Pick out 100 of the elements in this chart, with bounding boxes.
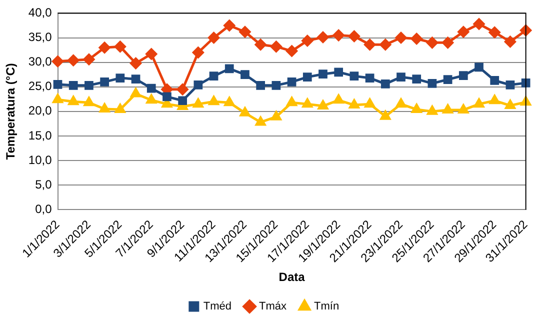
point (458, 104, 469, 114)
point (68, 54, 80, 66)
point (84, 80, 94, 90)
point (412, 74, 422, 84)
point (302, 72, 312, 82)
point (443, 75, 452, 84)
point (271, 111, 282, 120)
point (162, 92, 172, 102)
point (224, 64, 234, 74)
point (458, 26, 470, 38)
point (286, 45, 298, 57)
point (333, 94, 344, 104)
point (194, 80, 203, 90)
point (256, 80, 266, 90)
point (442, 36, 454, 48)
y-tick-label: 30,0 (28, 54, 52, 69)
point (286, 96, 297, 106)
point (426, 36, 438, 48)
point (442, 104, 453, 114)
point (114, 40, 126, 52)
point (427, 106, 438, 115)
legend-label: Tmín (314, 300, 340, 313)
point (349, 99, 360, 109)
point (318, 70, 328, 79)
point (178, 96, 188, 106)
point (53, 80, 62, 89)
point (208, 96, 219, 106)
point (474, 62, 484, 72)
point (254, 38, 266, 50)
point (396, 98, 406, 108)
point (318, 100, 328, 110)
point (334, 68, 344, 77)
point (490, 76, 500, 85)
legend-label: Tméd (203, 300, 232, 313)
point (411, 104, 422, 113)
point (380, 110, 391, 120)
y-tick-label: 35,0 (28, 30, 52, 44)
point (270, 40, 282, 52)
point (68, 80, 78, 90)
point (240, 107, 250, 116)
point (474, 98, 484, 108)
point (193, 98, 204, 108)
point (116, 74, 125, 82)
point (302, 98, 313, 108)
point (504, 36, 516, 48)
point (317, 32, 329, 44)
y-tick-label: 40,0 (28, 6, 52, 20)
y-tick-label: 5,0 (35, 177, 52, 192)
point (146, 84, 156, 93)
point (52, 56, 64, 68)
point (489, 94, 500, 104)
x-axis-title: Data (278, 270, 306, 284)
point (255, 116, 266, 126)
y-tick-label: 10,0 (28, 152, 52, 167)
point (395, 32, 407, 44)
y-tick-label: 15,0 (28, 128, 52, 142)
point (208, 32, 220, 44)
point (364, 98, 375, 108)
point (68, 96, 79, 106)
point (428, 79, 437, 88)
legend-label: Tmáx (259, 300, 288, 313)
point (192, 46, 204, 58)
point (350, 72, 359, 80)
point (224, 20, 236, 32)
point (130, 88, 141, 98)
point (240, 70, 250, 80)
point (146, 48, 158, 60)
point (488, 26, 500, 38)
point (130, 58, 142, 70)
y-tick-label: 0,0 (35, 202, 52, 216)
y-tick-label: 20,0 (28, 104, 52, 118)
point (410, 32, 422, 44)
point (99, 103, 110, 112)
point (115, 104, 126, 113)
point (380, 38, 392, 50)
point (458, 71, 468, 80)
point (100, 78, 109, 86)
point (224, 96, 235, 106)
point (146, 94, 157, 104)
point (365, 74, 374, 82)
y-axis-title: Temperatura (°C) (4, 63, 18, 160)
point (364, 38, 376, 50)
point (131, 74, 140, 84)
point (52, 94, 63, 104)
point (505, 100, 516, 110)
point (396, 72, 406, 82)
point (176, 84, 188, 96)
point (84, 96, 94, 106)
point (380, 79, 390, 88)
point (506, 80, 515, 90)
point (239, 26, 251, 38)
point (83, 54, 95, 66)
point (520, 24, 532, 36)
point (302, 34, 314, 46)
point (348, 30, 360, 42)
y-tick-label: 25,0 (28, 79, 52, 94)
point (520, 96, 531, 106)
point (287, 78, 296, 86)
point (272, 80, 281, 90)
point (98, 42, 110, 54)
